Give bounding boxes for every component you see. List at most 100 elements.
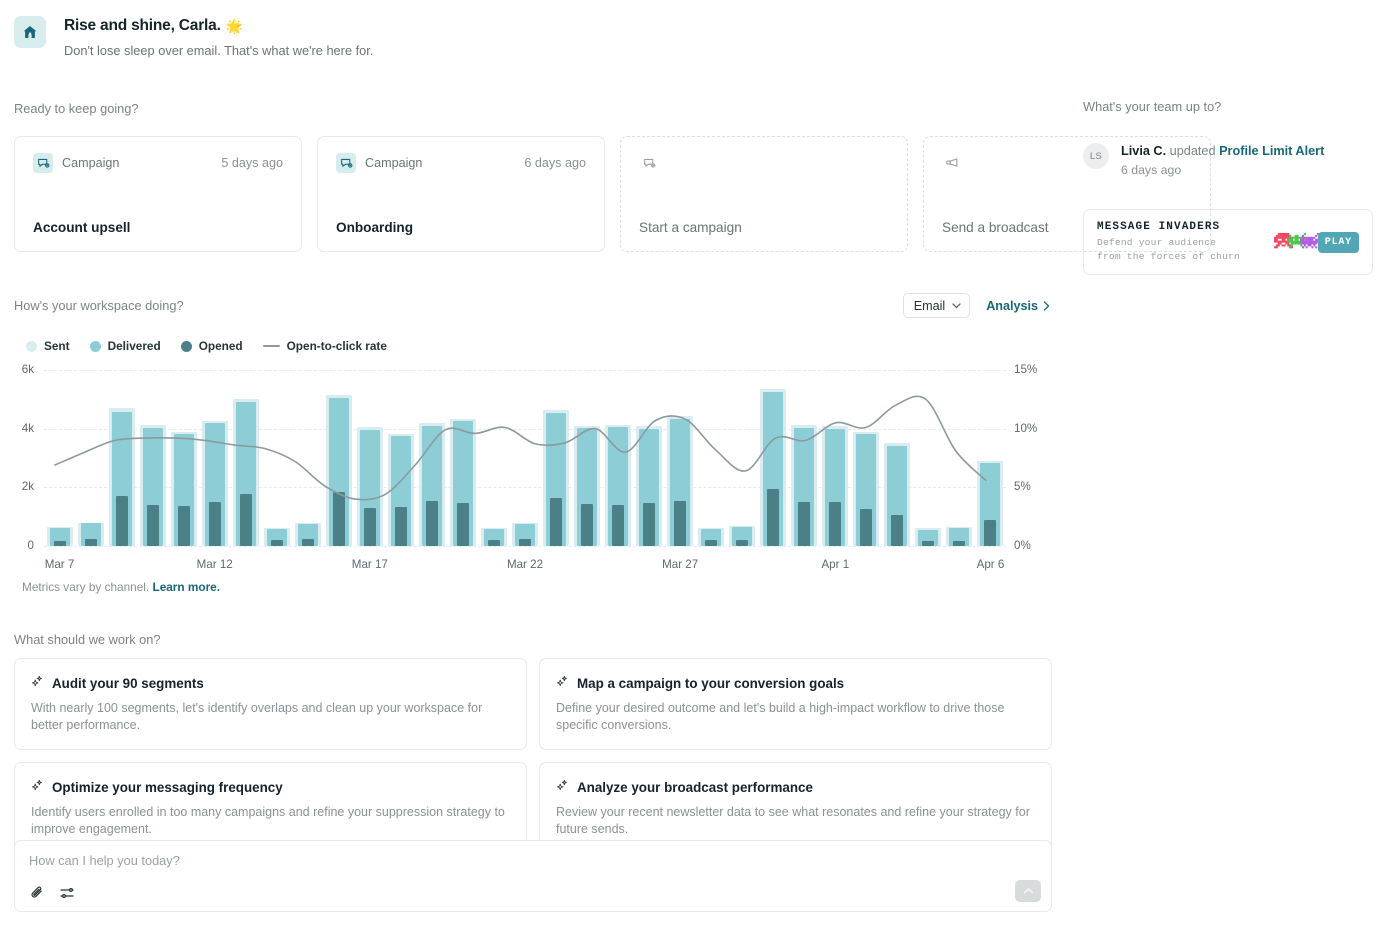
bar-opened bbox=[394, 506, 407, 546]
bar-group[interactable] bbox=[325, 370, 352, 546]
bar-group[interactable] bbox=[605, 370, 632, 546]
bar-group[interactable] bbox=[698, 370, 725, 546]
legend-item-delivered[interactable]: Delivered bbox=[89, 339, 161, 353]
resume-card[interactable]: Campaign 6 days ago Onboarding bbox=[317, 136, 605, 252]
bar-group[interactable] bbox=[108, 370, 135, 546]
home-icon bbox=[14, 16, 46, 48]
invader-sprite bbox=[1287, 233, 1289, 235]
card-title: Send a broadcast bbox=[942, 220, 1049, 235]
bar-opened bbox=[301, 538, 314, 546]
suggestion-grid: Audit your 90 segments With nearly 100 s… bbox=[14, 658, 1052, 854]
activity-item[interactable]: LS Livia C. updated Profile Limit Alert … bbox=[1083, 143, 1373, 177]
resume-card-list: Campaign 5 days ago Account upsell Campa… bbox=[14, 136, 1211, 252]
bar-group[interactable] bbox=[977, 370, 1004, 546]
campaign-icon bbox=[33, 153, 53, 173]
suggestion-title: Audit your 90 segments bbox=[31, 675, 510, 691]
suggestion-title-text: Optimize your messaging frequency bbox=[52, 780, 283, 795]
activity-actor: Livia C. bbox=[1121, 144, 1167, 158]
invaders-subtitle-line2: from the forces of churn bbox=[1097, 250, 1240, 262]
bar-group[interactable] bbox=[232, 370, 259, 546]
section-label-team: What's your team up to? bbox=[1083, 99, 1222, 114]
legend-item-open-to-click-rate[interactable]: Open-to-click rate bbox=[262, 339, 387, 353]
bar-opened bbox=[643, 502, 656, 546]
bar-group[interactable] bbox=[760, 370, 787, 546]
suggestion-card[interactable]: Optimize your messaging frequency Identi… bbox=[14, 762, 527, 854]
legend-item-sent[interactable]: Sent bbox=[26, 339, 70, 353]
suggestion-card[interactable]: Audit your 90 segments With nearly 100 s… bbox=[14, 658, 527, 750]
bar-opened bbox=[208, 502, 221, 546]
bar-opened bbox=[860, 508, 873, 546]
bar-group[interactable] bbox=[512, 370, 538, 546]
sparkle-icon bbox=[31, 675, 42, 687]
campaign-icon bbox=[639, 153, 659, 173]
bar-group[interactable] bbox=[791, 370, 818, 546]
bar-group[interactable] bbox=[263, 370, 290, 546]
sliders-icon[interactable] bbox=[59, 885, 75, 901]
learn-more-link[interactable]: Learn more. bbox=[152, 580, 221, 594]
x-tick-label: Mar 17 bbox=[351, 558, 388, 571]
bar-group[interactable] bbox=[667, 370, 694, 546]
analysis-link[interactable]: Analysis bbox=[986, 299, 1050, 313]
channel-select[interactable]: Email bbox=[902, 293, 971, 318]
legend-item-opened[interactable]: Opened bbox=[180, 339, 243, 353]
resume-card[interactable]: Campaign 5 days ago Account upsell bbox=[14, 136, 302, 252]
gridline bbox=[44, 546, 1006, 547]
bar-group[interactable] bbox=[356, 370, 383, 546]
suggestion-body: Define your desired outcome and let's bu… bbox=[556, 701, 1005, 732]
card-type bbox=[639, 153, 668, 173]
y2-tick-label: 5% bbox=[1014, 480, 1031, 494]
bar-opened bbox=[984, 520, 997, 546]
paperclip-icon[interactable] bbox=[29, 885, 45, 901]
card-meta bbox=[942, 153, 1192, 173]
bar-group[interactable] bbox=[915, 370, 942, 546]
legend-label: Sent bbox=[44, 339, 70, 353]
play-button[interactable]: PLAY bbox=[1317, 231, 1359, 253]
legend-swatch bbox=[89, 340, 101, 352]
section-label-workspace: How's your workspace doing? bbox=[14, 298, 184, 313]
composer-tools bbox=[29, 885, 75, 901]
bar-group[interactable] bbox=[884, 370, 911, 546]
gridline bbox=[44, 487, 1006, 489]
bar-group[interactable] bbox=[853, 370, 880, 546]
bar-group[interactable] bbox=[729, 370, 756, 546]
suggestion-card[interactable]: Analyze your broadcast performance Revie… bbox=[539, 762, 1052, 854]
page-header: Rise and shine, Carla. 🌟 Don't lose slee… bbox=[14, 16, 373, 59]
bar-group[interactable] bbox=[574, 370, 601, 546]
bar-group[interactable] bbox=[170, 370, 197, 546]
bar-group[interactable] bbox=[77, 370, 104, 546]
bar-group[interactable] bbox=[480, 370, 507, 546]
bar-group[interactable] bbox=[946, 370, 973, 546]
bar-group[interactable] bbox=[46, 370, 73, 546]
chart-x-axis: Mar 7 Mar 12 Mar 17 Mar 22 Mar 27 Apr 1 Apr 6 bbox=[44, 558, 1006, 574]
card-timestamp: 5 days ago bbox=[221, 156, 283, 170]
bar-opened bbox=[581, 504, 594, 546]
analysis-link-label: Analysis bbox=[986, 298, 1038, 313]
action-card[interactable]: Start a campaign bbox=[620, 136, 908, 252]
action-card[interactable]: Send a broadcast bbox=[923, 136, 1211, 252]
suggestion-card[interactable]: Map a campaign to your conversion goals … bbox=[539, 658, 1052, 750]
y2-tick-label: 15% bbox=[1014, 363, 1038, 376]
bar-group[interactable] bbox=[543, 370, 570, 546]
bar-opened bbox=[798, 502, 811, 546]
bar-group[interactable] bbox=[636, 370, 663, 546]
activity-target-link[interactable]: Profile Limit Alert bbox=[1219, 144, 1325, 158]
bar-group[interactable] bbox=[294, 370, 321, 546]
chat-input-placeholder[interactable]: How can I help you today? bbox=[29, 853, 180, 868]
chart-controls: Email Analysis bbox=[902, 293, 1050, 318]
invader-sprite bbox=[1274, 233, 1276, 235]
invader-sprites bbox=[1274, 233, 1308, 250]
bar-opened bbox=[767, 489, 780, 546]
bar-group[interactable] bbox=[139, 370, 166, 546]
bar-group[interactable] bbox=[449, 370, 476, 546]
bar-group[interactable] bbox=[822, 370, 849, 546]
bar-opened bbox=[612, 504, 625, 546]
suggestion-body: With nearly 100 segments, let's identify… bbox=[31, 701, 483, 732]
workspace-chart: 0 2k 4k 6k 0% 5% 10% 15% Mar 7 Mar 12 Mar 17 Mar … bbox=[0, 362, 1060, 577]
sparkle-icon bbox=[556, 779, 567, 791]
send-button[interactable] bbox=[1015, 880, 1041, 902]
bar-opened bbox=[239, 494, 252, 546]
chat-composer[interactable]: How can I help you today? bbox=[14, 840, 1052, 912]
message-invaders-widget[interactable]: MESSAGE INVADERS Defend your audience fr… bbox=[1083, 209, 1373, 275]
bar-group[interactable] bbox=[201, 370, 228, 546]
